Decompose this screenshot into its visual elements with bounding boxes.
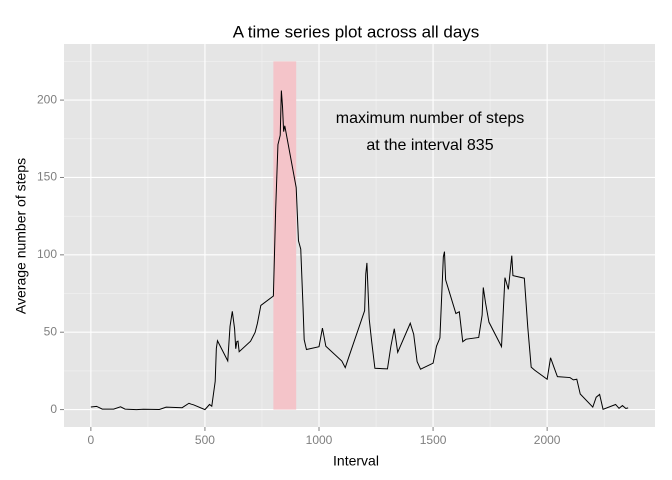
annotation: at the interval 835 — [366, 137, 493, 154]
x-tick-label: 1500 — [420, 433, 447, 447]
y-axis-label: Average number of steps — [13, 158, 29, 314]
y-tick-label: 0 — [50, 402, 57, 416]
annotation: maximum number of steps — [336, 110, 525, 127]
highlight-band — [273, 61, 297, 410]
x-axis-label: Interval — [333, 453, 379, 469]
panel — [64, 44, 655, 427]
y-tick-label: 150 — [37, 170, 57, 184]
y-tick-label: 100 — [37, 247, 57, 261]
x-tick-label: 1000 — [306, 433, 333, 447]
x-tick-label: 2000 — [534, 433, 561, 447]
x-tick-label: 500 — [195, 433, 215, 447]
data-line — [90, 90, 629, 411]
x-tick-label: 0 — [88, 433, 95, 447]
y-tick-label: 50 — [44, 324, 58, 338]
y-tick-label: 200 — [37, 92, 57, 106]
chart-title: A time series plot across all days — [233, 22, 480, 41]
